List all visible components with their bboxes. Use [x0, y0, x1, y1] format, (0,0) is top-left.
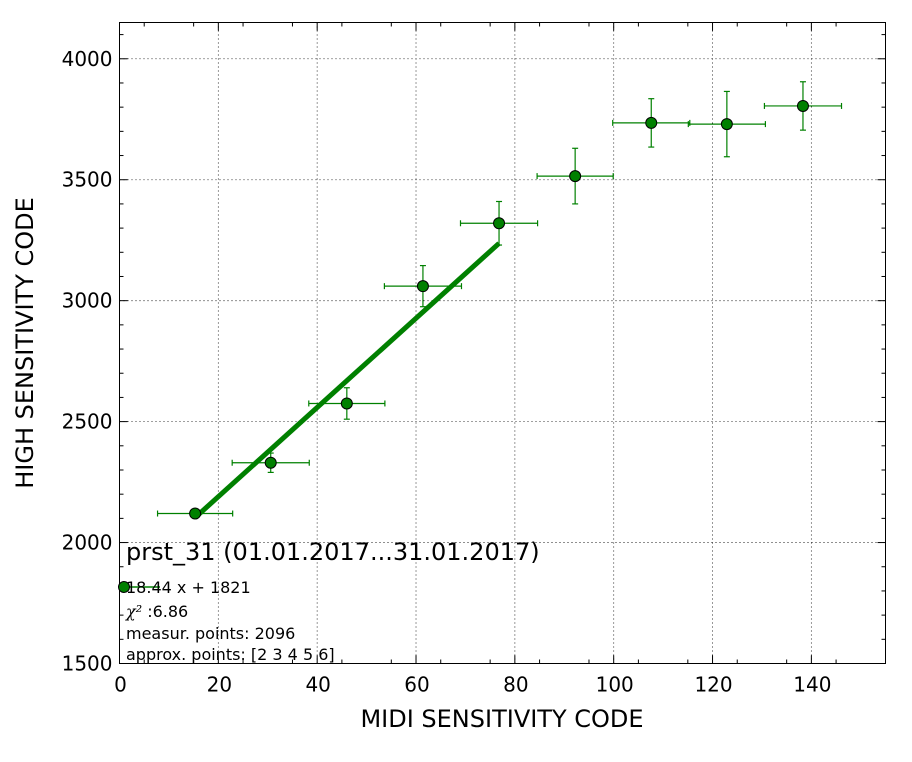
data-point: [493, 217, 506, 230]
data-point: [416, 280, 429, 293]
data-point: [340, 397, 353, 410]
x-tick-label: 20: [207, 673, 232, 697]
legend-chi2-symbol: χ²: [125, 602, 142, 621]
y-tick-label: 4000: [62, 47, 113, 71]
x-tick-label: 60: [404, 673, 429, 697]
legend-equation: 18.44 x + 1821: [126, 578, 251, 597]
fit-line: [193, 241, 501, 520]
points: [189, 99, 809, 520]
y-tick-label: 2500: [62, 410, 113, 434]
y-tick-label: 3000: [62, 289, 113, 313]
legend: 18.44 x + 1821 χ² :6.86 measur. points: …: [118, 578, 335, 664]
data-point: [796, 99, 809, 112]
x-axis-label: MIDI SENSITIVITY CODE: [360, 705, 643, 733]
data-point: [264, 456, 277, 469]
legend-chi2-value: :6.86: [147, 602, 188, 621]
legend-chi2: χ² :6.86: [125, 602, 188, 621]
y-axis-label: HIGH SENSITIVITY CODE: [11, 197, 39, 489]
data-point: [189, 507, 202, 520]
legend-marker: [118, 581, 130, 593]
x-tick-label: 100: [596, 673, 634, 697]
legend-approx-points: approx. points: [2 3 4 5 6]: [126, 645, 335, 664]
legend-measur-points: measur. points: 2096: [126, 624, 295, 643]
tick-labels: 0 20 40 60 80 100 120 140 1500 2000 2500 3000 3500 40…: [62, 47, 832, 697]
fit-layer: [193, 241, 501, 520]
data-point: [720, 118, 733, 131]
x-tick-label: 120: [694, 673, 732, 697]
ticks: [119, 22, 886, 664]
y-tick-label: 1500: [62, 652, 113, 676]
x-tick-label: 140: [793, 673, 831, 697]
y-tick-label: 3500: [62, 168, 113, 192]
chart-title: prst_31 (01.01.2017...31.01.2017): [126, 538, 540, 566]
data-point: [569, 170, 582, 183]
x-tick-label: 40: [305, 673, 330, 697]
data-point: [645, 116, 658, 129]
y-tick-label: 2000: [62, 531, 113, 555]
x-tick-label: 80: [503, 673, 528, 697]
plot-frame: [119, 22, 886, 664]
x-tick-label: 0: [114, 673, 127, 697]
